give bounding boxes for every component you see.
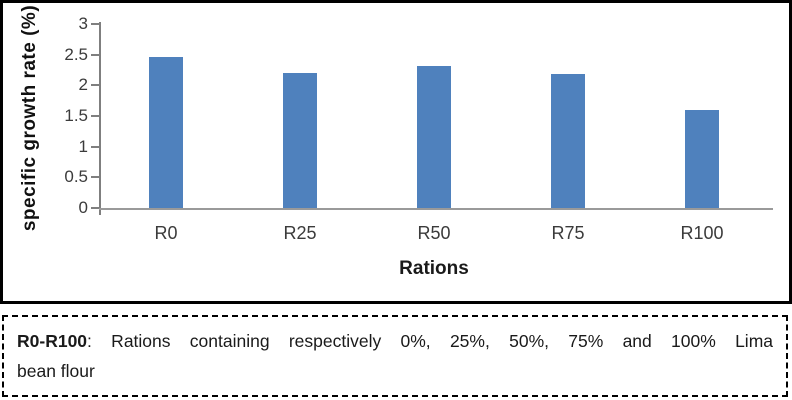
x-axis-title: Rations [399, 258, 469, 279]
x-tick-label-R50: R50 [417, 223, 451, 243]
y-tick-label: 3 [78, 14, 88, 33]
figure-caption: R0-R100: Rations containing respectively… [2, 315, 788, 397]
bar-R0 [149, 57, 183, 208]
x-axis-line [99, 208, 773, 210]
y-axis-line [99, 22, 101, 212]
bar-R25 [283, 73, 317, 208]
y-tick-mark [91, 176, 99, 179]
y-tick-label: 1 [78, 136, 88, 156]
y-tick-mark [91, 53, 99, 56]
caption-term: R0-R100 [17, 331, 88, 351]
caption-line-1: R0-R100: Rations containing respectively… [17, 326, 773, 356]
bar-chart: specific growth rate (%) 0 0.5 1 1.5 2 2.5 3 R0… [0, 0, 792, 304]
x-tick-label-R25: R25 [283, 223, 317, 243]
x-tick-label-R100: R100 [680, 223, 724, 243]
bar-R100 [685, 109, 719, 208]
y-tick-mark [91, 207, 99, 209]
y-tick-label: 2.5 [64, 44, 88, 64]
caption-line-1-text: : Rations containing respectively 0%, 25… [87, 331, 773, 351]
y-tick-label: 2 [78, 75, 88, 95]
y-tick-mark [91, 84, 99, 87]
bar-R50 [417, 65, 451, 208]
x-axis-origin-tick [99, 210, 101, 215]
y-tick-label: 1.5 [64, 106, 88, 125]
y-tick-mark [91, 23, 99, 25]
caption-line-2: bean flour [17, 361, 95, 381]
plot-area: 0 0.5 1 1.5 2 2.5 3 R0 R25 R50 R75 R100 [3, 3, 789, 301]
y-tick-mark [91, 115, 99, 117]
y-tick-label: 0.5 [64, 167, 88, 187]
y-tick-label: 0 [78, 198, 88, 217]
x-tick-label-R75: R75 [551, 223, 585, 243]
bar-R75 [551, 74, 585, 208]
x-tick-label-R0: R0 [154, 223, 178, 243]
y-tick-mark [91, 145, 99, 148]
